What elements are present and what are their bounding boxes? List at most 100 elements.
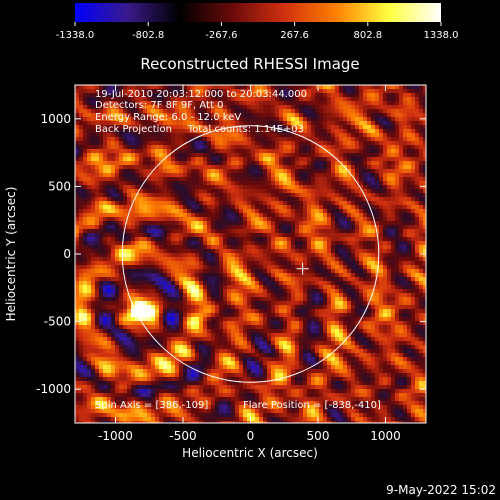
heatmap-cell [307,169,311,173]
heatmap-cell [303,121,307,125]
heatmap-cell [147,221,151,225]
heatmap-cell [143,113,147,117]
heatmap-cell [143,281,147,285]
heatmap-cell [387,189,391,193]
heatmap-cell [307,89,311,93]
heatmap-cell [83,145,87,149]
heatmap-cell [171,109,175,113]
heatmap-cell [327,85,331,89]
heatmap-cell [403,213,407,217]
heatmap-cell [219,157,223,161]
heatmap-cell [347,145,351,149]
heatmap-cell [179,293,183,297]
heatmap-cell [363,257,367,261]
heatmap-cell [107,125,111,129]
heatmap-cell [75,221,79,225]
heatmap-cell [275,133,279,137]
heatmap-cell [87,97,91,101]
heatmap-cell [111,93,115,97]
heatmap-cell [111,173,115,177]
heatmap-cell [283,217,287,221]
heatmap-cell [235,293,239,297]
heatmap-cell [147,181,151,185]
heatmap-cell [223,193,227,197]
heatmap-cell [399,177,403,181]
heatmap-cell [259,165,263,169]
heatmap-cell [371,169,375,173]
heatmap-cell [259,109,263,113]
heatmap-cell [299,245,303,249]
heatmap-cell [291,241,295,245]
heatmap-cell [91,201,95,205]
heatmap-cell [335,241,339,245]
heatmap-cell [275,85,279,89]
heatmap-cell [95,109,99,113]
heatmap-cell [395,161,399,165]
heatmap-cell [75,105,79,109]
heatmap-cell [155,297,159,301]
heatmap-cell [159,285,163,289]
heatmap-cell [255,133,259,137]
heatmap-cell [287,93,291,97]
heatmap-cell [139,97,143,101]
heatmap-cell [271,121,275,125]
heatmap-cell [299,137,303,141]
heatmap-cell [183,277,187,281]
heatmap-cell [251,269,255,273]
heatmap-cell [111,309,115,313]
heatmap-cell [323,253,327,257]
heatmap-cell [187,93,191,97]
heatmap-cell [91,125,95,129]
heatmap-cell [363,197,367,201]
heatmap-cell [351,221,355,225]
heatmap-cell [75,225,79,229]
heatmap-cell [323,101,327,105]
heatmap-cell [375,261,379,265]
heatmap-cell [79,261,83,265]
heatmap-cell [303,241,307,245]
heatmap-cell [115,277,119,281]
heatmap-cell [219,117,223,121]
heatmap-cell [95,149,99,153]
heatmap-cell [255,137,259,141]
heatmap-cell [223,177,227,181]
heatmap-cell [143,85,147,89]
heatmap-cell [315,145,319,149]
heatmap-cell [343,285,347,289]
heatmap-cell [75,201,79,205]
heatmap-cell [239,197,243,201]
heatmap-cell [403,137,407,141]
heatmap-cell [335,293,339,297]
heatmap-cell [107,109,111,113]
heatmap-cell [399,113,403,117]
heatmap-cell [423,237,426,241]
heatmap-cell [387,261,391,265]
heatmap-cell [199,145,203,149]
heatmap-cell [355,301,359,305]
heatmap-cell [203,253,207,257]
heatmap-cell [299,253,303,257]
heatmap-cell [227,289,231,293]
heatmap-cell [103,105,107,109]
heatmap-cell [127,141,131,145]
heatmap-cell [275,105,279,109]
heatmap-cell [311,161,315,165]
heatmap-cell [203,181,207,185]
heatmap-cell [119,101,123,105]
heatmap-cell [411,241,415,245]
heatmap-cell [391,289,395,293]
heatmap-cell [383,237,387,241]
heatmap-cell [91,253,95,257]
heatmap-cell [247,173,251,177]
heatmap-cell [131,197,135,201]
heatmap-cell [379,189,383,193]
heatmap-cell [375,173,379,177]
heatmap-cell [415,177,419,181]
heatmap-cell [131,253,135,257]
heatmap-cell [243,133,247,137]
heatmap-cell [171,141,175,145]
heatmap-cell [75,161,79,165]
heatmap-cell [319,153,323,157]
heatmap-cell [335,269,339,273]
heatmap-cell [239,269,243,273]
